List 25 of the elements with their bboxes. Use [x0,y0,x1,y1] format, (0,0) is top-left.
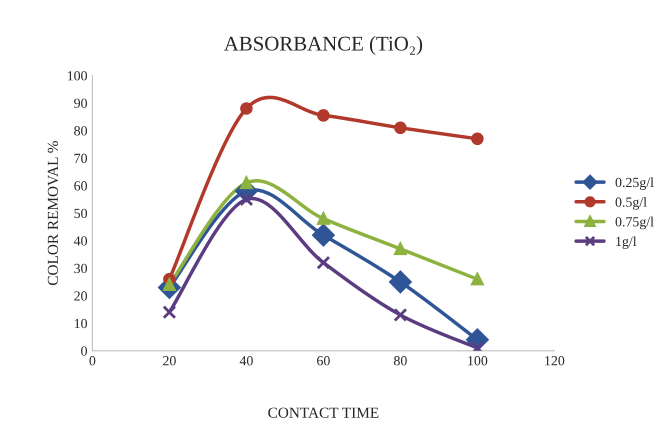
y-tick-label: 10 [74,318,88,328]
y-tick-label: 80 [74,126,88,136]
legend-label: 0.5g/l [616,197,647,210]
y-tick-label: 20 [74,291,88,301]
x-tick-label: 100 [468,356,488,366]
y-tick-label: 0 [81,346,88,356]
x-axis-title: CONTACT TIME [268,408,378,418]
y-tick-label: 60 [74,181,88,191]
x-tick-label: 20 [163,356,176,366]
y-axis-title: COLOR REMOVAL % [48,141,58,286]
x-tick-label: 80 [394,356,407,366]
legend-label: 1g/l [616,236,636,249]
y-tick-label: 30 [74,264,88,274]
x-tick-label: 60 [317,356,330,366]
legend-label: 0.75g/l [616,216,654,230]
legend-label: 0.25g/l [616,177,654,190]
x-tick-label: 40 [240,356,253,366]
y-tick-label: 90 [74,98,88,108]
y-tick-label: 70 [74,154,88,164]
y-tick-label: 50 [74,208,88,218]
chart-title: ABSORBANCE (TiO₂) [224,36,422,55]
y-tick-label: 40 [74,236,88,246]
y-tick-label: 100 [68,71,88,80]
x-tick-label: 0 [89,356,96,366]
x-tick-label: 120 [545,356,564,366]
